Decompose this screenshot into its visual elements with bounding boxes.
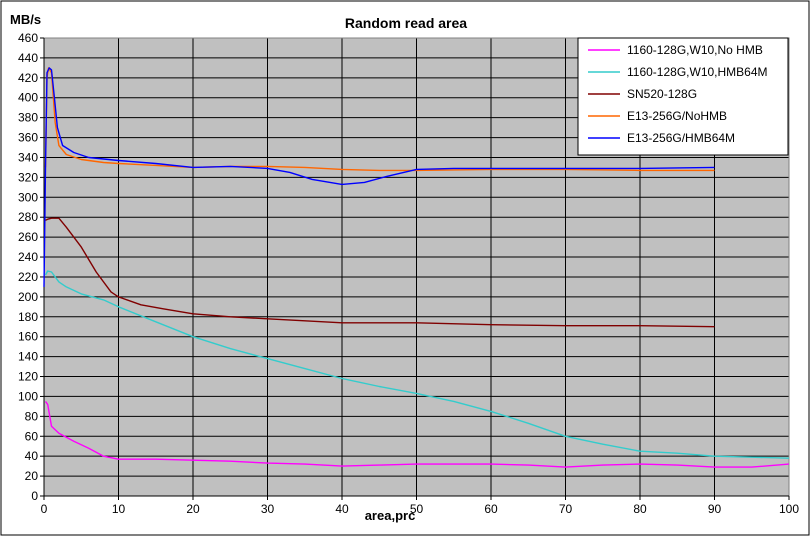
y-tick-label: 60 bbox=[25, 429, 39, 443]
y-tick-label: 80 bbox=[25, 409, 39, 423]
y-tick-label: 300 bbox=[18, 190, 38, 204]
x-tick-label: 10 bbox=[112, 502, 126, 516]
legend-label-4: E13-256G/NoHMB bbox=[627, 109, 727, 123]
legend-box bbox=[577, 37, 789, 156]
y-tick-label: 220 bbox=[18, 270, 38, 284]
series-line-3 bbox=[45, 217, 715, 328]
series-line-2 bbox=[44, 270, 790, 459]
x-axis-ticks: 0 10 20 30 40 50 60 70 80 90 100 bbox=[41, 496, 799, 516]
y-tick-label: 160 bbox=[18, 330, 38, 344]
legend: 1160-128G,W10,No HMB 1160-128G,W10,HMB64M… bbox=[577, 37, 789, 156]
y-tick-label: 0 bbox=[31, 489, 38, 503]
y-axis-ticks: 0 20 40 60 80 100 120 140 160 180 200 220 240 260 280 3… bbox=[18, 31, 44, 503]
x-tick-label: 80 bbox=[633, 502, 647, 516]
series-line-1 bbox=[44, 400, 790, 468]
y-tick-label: 260 bbox=[18, 230, 38, 244]
y-tick-label: 440 bbox=[18, 51, 38, 65]
y-tick-label: 100 bbox=[18, 389, 38, 403]
legend-label-3: SN520-128G bbox=[627, 87, 697, 101]
series-lines bbox=[43, 67, 790, 468]
x-tick-label: 100 bbox=[779, 502, 799, 516]
x-tick-label: 20 bbox=[186, 502, 200, 516]
x-tick-label: 60 bbox=[484, 502, 498, 516]
legend-label-1: 1160-128G,W10,No HMB bbox=[627, 43, 763, 57]
y-tick-label: 320 bbox=[18, 170, 38, 184]
y-tick-label: 340 bbox=[18, 150, 38, 164]
series-line-4 bbox=[44, 67, 715, 172]
x-tick-label: 90 bbox=[708, 502, 722, 516]
y-tick-label: 240 bbox=[18, 250, 38, 264]
x-axis-label: area,prc bbox=[365, 508, 416, 523]
y-axis-label: MB/s bbox=[10, 12, 41, 27]
y-tick-label: 200 bbox=[18, 290, 38, 304]
y-tick-label: 360 bbox=[18, 131, 38, 145]
gridlines bbox=[44, 37, 790, 496]
y-tick-label: 420 bbox=[18, 71, 38, 85]
y-tick-label: 140 bbox=[18, 350, 38, 364]
y-tick-label: 380 bbox=[18, 111, 38, 125]
legend-label-5: E13-256G/HMB64M bbox=[627, 131, 735, 145]
legend-label-2: 1160-128G,W10,HMB64M bbox=[627, 65, 768, 79]
series-line-5 bbox=[43, 67, 715, 287]
y-tick-label: 400 bbox=[18, 91, 38, 105]
x-tick-label: 50 bbox=[410, 502, 424, 516]
y-tick-label: 120 bbox=[18, 370, 38, 384]
y-tick-label: 180 bbox=[18, 310, 38, 324]
y-tick-label: 460 bbox=[18, 31, 38, 45]
x-tick-label: 0 bbox=[41, 502, 48, 516]
chart-title: Random read area bbox=[345, 15, 467, 31]
x-tick-label: 40 bbox=[335, 502, 349, 516]
y-tick-label: 20 bbox=[25, 469, 39, 483]
x-tick-label: 70 bbox=[559, 502, 573, 516]
y-tick-label: 40 bbox=[25, 449, 39, 463]
y-tick-label: 280 bbox=[18, 210, 38, 224]
x-tick-label: 30 bbox=[261, 502, 275, 516]
